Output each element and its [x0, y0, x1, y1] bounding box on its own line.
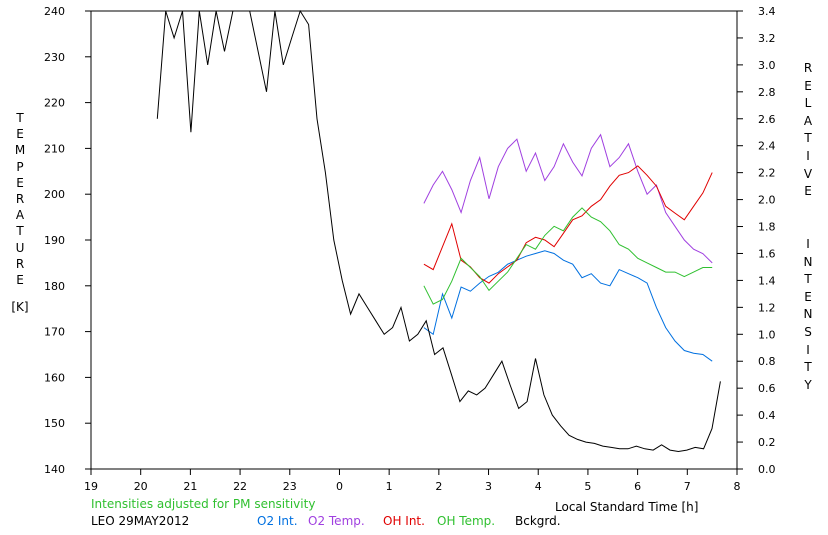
right-tick-label: 0.6 — [758, 382, 776, 395]
right-tick-label: 2.8 — [758, 86, 776, 99]
left-tick-label: 160 — [44, 371, 65, 384]
left-tick-label: 190 — [44, 234, 65, 247]
left-tick-label: 230 — [44, 51, 65, 64]
left-tick-label: 170 — [44, 326, 65, 339]
right-tick-label: 1.4 — [758, 274, 776, 287]
legend-entry: O2 Int. — [257, 514, 298, 528]
left-tick-label: 140 — [44, 463, 65, 476]
right-tick-label: 3.0 — [758, 59, 776, 72]
x-tick-label: 22 — [233, 480, 247, 493]
x-tick-label: 7 — [684, 480, 691, 493]
series-line-o2-temp — [423, 133, 713, 264]
station-date-label: LEO 29MAY2012 — [91, 514, 190, 528]
right-tick-label: 2.0 — [758, 194, 776, 207]
right-tick-label: 2.2 — [758, 167, 776, 180]
x-tick-label: 23 — [283, 480, 297, 493]
legend-entry: Bckgrd. — [515, 514, 561, 528]
x-tick-label: 8 — [734, 480, 741, 493]
right-tick-label: 3.2 — [758, 32, 776, 45]
right-tick-label: 0.0 — [758, 463, 776, 476]
legend-entry: O2 Temp. — [308, 514, 365, 528]
x-tick-label: 5 — [584, 480, 591, 493]
series-line-oh-temp — [423, 207, 713, 305]
right-tick-label: 1.0 — [758, 328, 776, 341]
right-tick-label: 0.8 — [758, 355, 776, 368]
right-tick-label: 1.8 — [758, 221, 776, 234]
left-axis-unit: [K] — [11, 300, 29, 314]
legend-entry: OH Temp. — [437, 514, 496, 528]
x-tick-label: 21 — [183, 480, 197, 493]
left-tick-label: 180 — [44, 280, 65, 293]
x-axis-label: Local Standard Time [h] — [555, 500, 699, 514]
x-tick-label: 20 — [134, 480, 148, 493]
left-tick-label: 150 — [44, 417, 65, 430]
right-tick-label: 2.4 — [758, 140, 776, 153]
left-tick-label: 210 — [44, 142, 65, 155]
x-tick-label: 3 — [485, 480, 492, 493]
x-tick-label: 4 — [535, 480, 542, 493]
series-line-o2-int — [423, 250, 713, 362]
right-tick-label: 2.6 — [758, 113, 776, 126]
right-tick-label: 0.4 — [758, 409, 776, 422]
right-tick-label: 0.2 — [758, 436, 776, 449]
x-tick-label: 0 — [336, 480, 343, 493]
legend-entry: OH Int. — [383, 514, 425, 528]
series-line-bckgrd — [156, 9, 721, 453]
sensitivity-note: Intensities adjusted for PM sensitivity — [91, 497, 316, 511]
x-tick-label: 1 — [386, 480, 393, 493]
left-tick-label: 240 — [44, 5, 65, 18]
x-tick-label: 2 — [435, 480, 442, 493]
x-tick-label: 19 — [84, 480, 98, 493]
left-tick-label: 200 — [44, 188, 65, 201]
right-tick-label: 1.2 — [758, 301, 776, 314]
right-tick-label: 1.6 — [758, 247, 776, 260]
x-tick-label: 6 — [634, 480, 641, 493]
left-tick-label: 220 — [44, 97, 65, 110]
right-tick-label: 3.4 — [758, 5, 776, 18]
